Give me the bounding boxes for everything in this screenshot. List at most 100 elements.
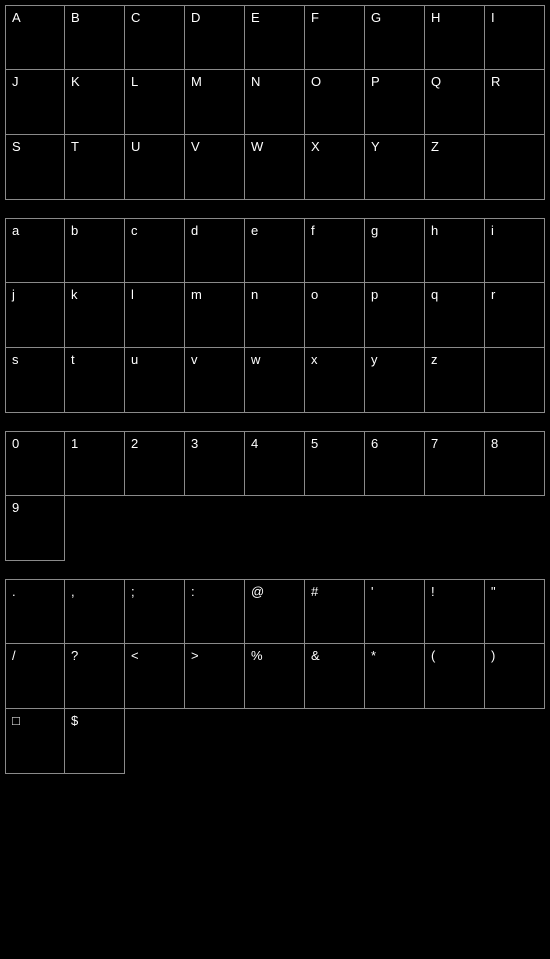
glyph-cell-I: I (485, 5, 545, 70)
glyph-cell-empty-upper (485, 135, 545, 200)
glyph-cell-Q: Q (425, 70, 485, 135)
glyph-cell-colon: : (185, 579, 245, 644)
glyph-cell-f: f (305, 218, 365, 283)
glyph-cell-r: r (485, 283, 545, 348)
glyph-cell-X: X (305, 135, 365, 200)
glyph-cell-at: @ (245, 579, 305, 644)
glyph-cell-F: F (305, 5, 365, 70)
glyph-cell-t: t (65, 348, 125, 413)
glyph-cell-C: C (125, 5, 185, 70)
glyph-cell-R: R (485, 70, 545, 135)
uppercase-row-1: A B C D E F G H I (5, 5, 545, 70)
gap-3 (0, 561, 550, 579)
glyph-cell-j: j (5, 283, 65, 348)
glyph-cell-g: g (365, 218, 425, 283)
gap-1 (0, 200, 550, 218)
glyph-cell-l: l (125, 283, 185, 348)
glyph-cell-gt: > (185, 644, 245, 709)
glyph-cell-Y: Y (365, 135, 425, 200)
lowercase-row-3: s t u v w x y z (5, 348, 545, 413)
glyph-cell-J: J (5, 70, 65, 135)
digits-row-2: 9 (5, 496, 65, 561)
punct-row-3: □ $ (5, 709, 125, 774)
glyph-cell-box: □ (5, 709, 65, 774)
lowercase-grid: a b c d e f g h i j k l m n o p q r s t … (5, 218, 545, 413)
glyph-cell-7: 7 (425, 431, 485, 496)
glyph-cell-y: y (365, 348, 425, 413)
glyph-cell-exclaim: ! (425, 579, 485, 644)
glyph-cell-S: S (5, 135, 65, 200)
glyph-cell-e: e (245, 218, 305, 283)
glyph-cell-u: u (125, 348, 185, 413)
glyph-cell-p: p (365, 283, 425, 348)
glyph-cell-U: U (125, 135, 185, 200)
glyph-cell-W: W (245, 135, 305, 200)
glyph-cell-q: q (425, 283, 485, 348)
glyph-cell-6: 6 (365, 431, 425, 496)
glyph-cell-T: T (65, 135, 125, 200)
glyph-cell-apostrophe: ' (365, 579, 425, 644)
glyph-cell-o: o (305, 283, 365, 348)
punct-grid: . , ; : @ # ' ! " / ? < > % & * ( ) □ $ (5, 579, 545, 774)
glyph-cell-quote: " (485, 579, 545, 644)
glyph-cell-h: h (425, 218, 485, 283)
glyph-cell-B: B (65, 5, 125, 70)
glyph-cell-d: d (185, 218, 245, 283)
glyph-cell-amp: & (305, 644, 365, 709)
uppercase-row-3: S T U V W X Y Z (5, 135, 545, 200)
glyph-cell-1: 1 (65, 431, 125, 496)
glyph-cell-v: v (185, 348, 245, 413)
punct-row-1: . , ; : @ # ' ! " (5, 579, 545, 644)
glyph-cell-lt: < (125, 644, 185, 709)
glyph-cell-H: H (425, 5, 485, 70)
glyph-cell-P: P (365, 70, 425, 135)
uppercase-grid: A B C D E F G H I J K L M N O P Q R S T … (5, 5, 545, 200)
gap-2 (0, 413, 550, 431)
glyph-cell-k: k (65, 283, 125, 348)
uppercase-row-2: J K L M N O P Q R (5, 70, 545, 135)
glyph-cell-dollar: $ (65, 709, 125, 774)
glyph-cell-hash: # (305, 579, 365, 644)
glyph-cell-i: i (485, 218, 545, 283)
glyph-cell-n: n (245, 283, 305, 348)
glyph-cell-D: D (185, 5, 245, 70)
glyph-cell-O: O (305, 70, 365, 135)
glyph-cell-star: * (365, 644, 425, 709)
digits-row-1: 0 1 2 3 4 5 6 7 8 (5, 431, 545, 496)
glyph-cell-m: m (185, 283, 245, 348)
glyph-cell-5: 5 (305, 431, 365, 496)
glyph-cell-question: ? (65, 644, 125, 709)
glyph-cell-Z: Z (425, 135, 485, 200)
glyph-cell-x: x (305, 348, 365, 413)
glyph-cell-percent: % (245, 644, 305, 709)
glyph-cell-z: z (425, 348, 485, 413)
glyph-cell-M: M (185, 70, 245, 135)
lowercase-row-1: a b c d e f g h i (5, 218, 545, 283)
glyph-cell-a: a (5, 218, 65, 283)
glyph-cell-G: G (365, 5, 425, 70)
glyph-cell-9: 9 (5, 496, 65, 561)
glyph-cell-N: N (245, 70, 305, 135)
glyph-cell-slash: / (5, 644, 65, 709)
glyph-cell-0: 0 (5, 431, 65, 496)
glyph-cell-c: c (125, 218, 185, 283)
glyph-cell-lparen: ( (425, 644, 485, 709)
glyph-cell-semicolon: ; (125, 579, 185, 644)
glyph-cell-2: 2 (125, 431, 185, 496)
punct-row-2: / ? < > % & * ( ) (5, 644, 545, 709)
glyph-cell-E: E (245, 5, 305, 70)
glyph-cell-V: V (185, 135, 245, 200)
glyph-cell-4: 4 (245, 431, 305, 496)
glyph-cell-8: 8 (485, 431, 545, 496)
glyph-cell-L: L (125, 70, 185, 135)
glyph-cell-rparen: ) (485, 644, 545, 709)
glyph-cell-3: 3 (185, 431, 245, 496)
glyph-cell-s: s (5, 348, 65, 413)
glyph-cell-empty-lower (485, 348, 545, 413)
glyph-cell-b: b (65, 218, 125, 283)
glyph-cell-w: w (245, 348, 305, 413)
digits-grid: 0 1 2 3 4 5 6 7 8 9 (5, 431, 545, 561)
glyph-cell-comma: , (65, 579, 125, 644)
glyph-cell-K: K (65, 70, 125, 135)
glyph-cell-A: A (5, 5, 65, 70)
